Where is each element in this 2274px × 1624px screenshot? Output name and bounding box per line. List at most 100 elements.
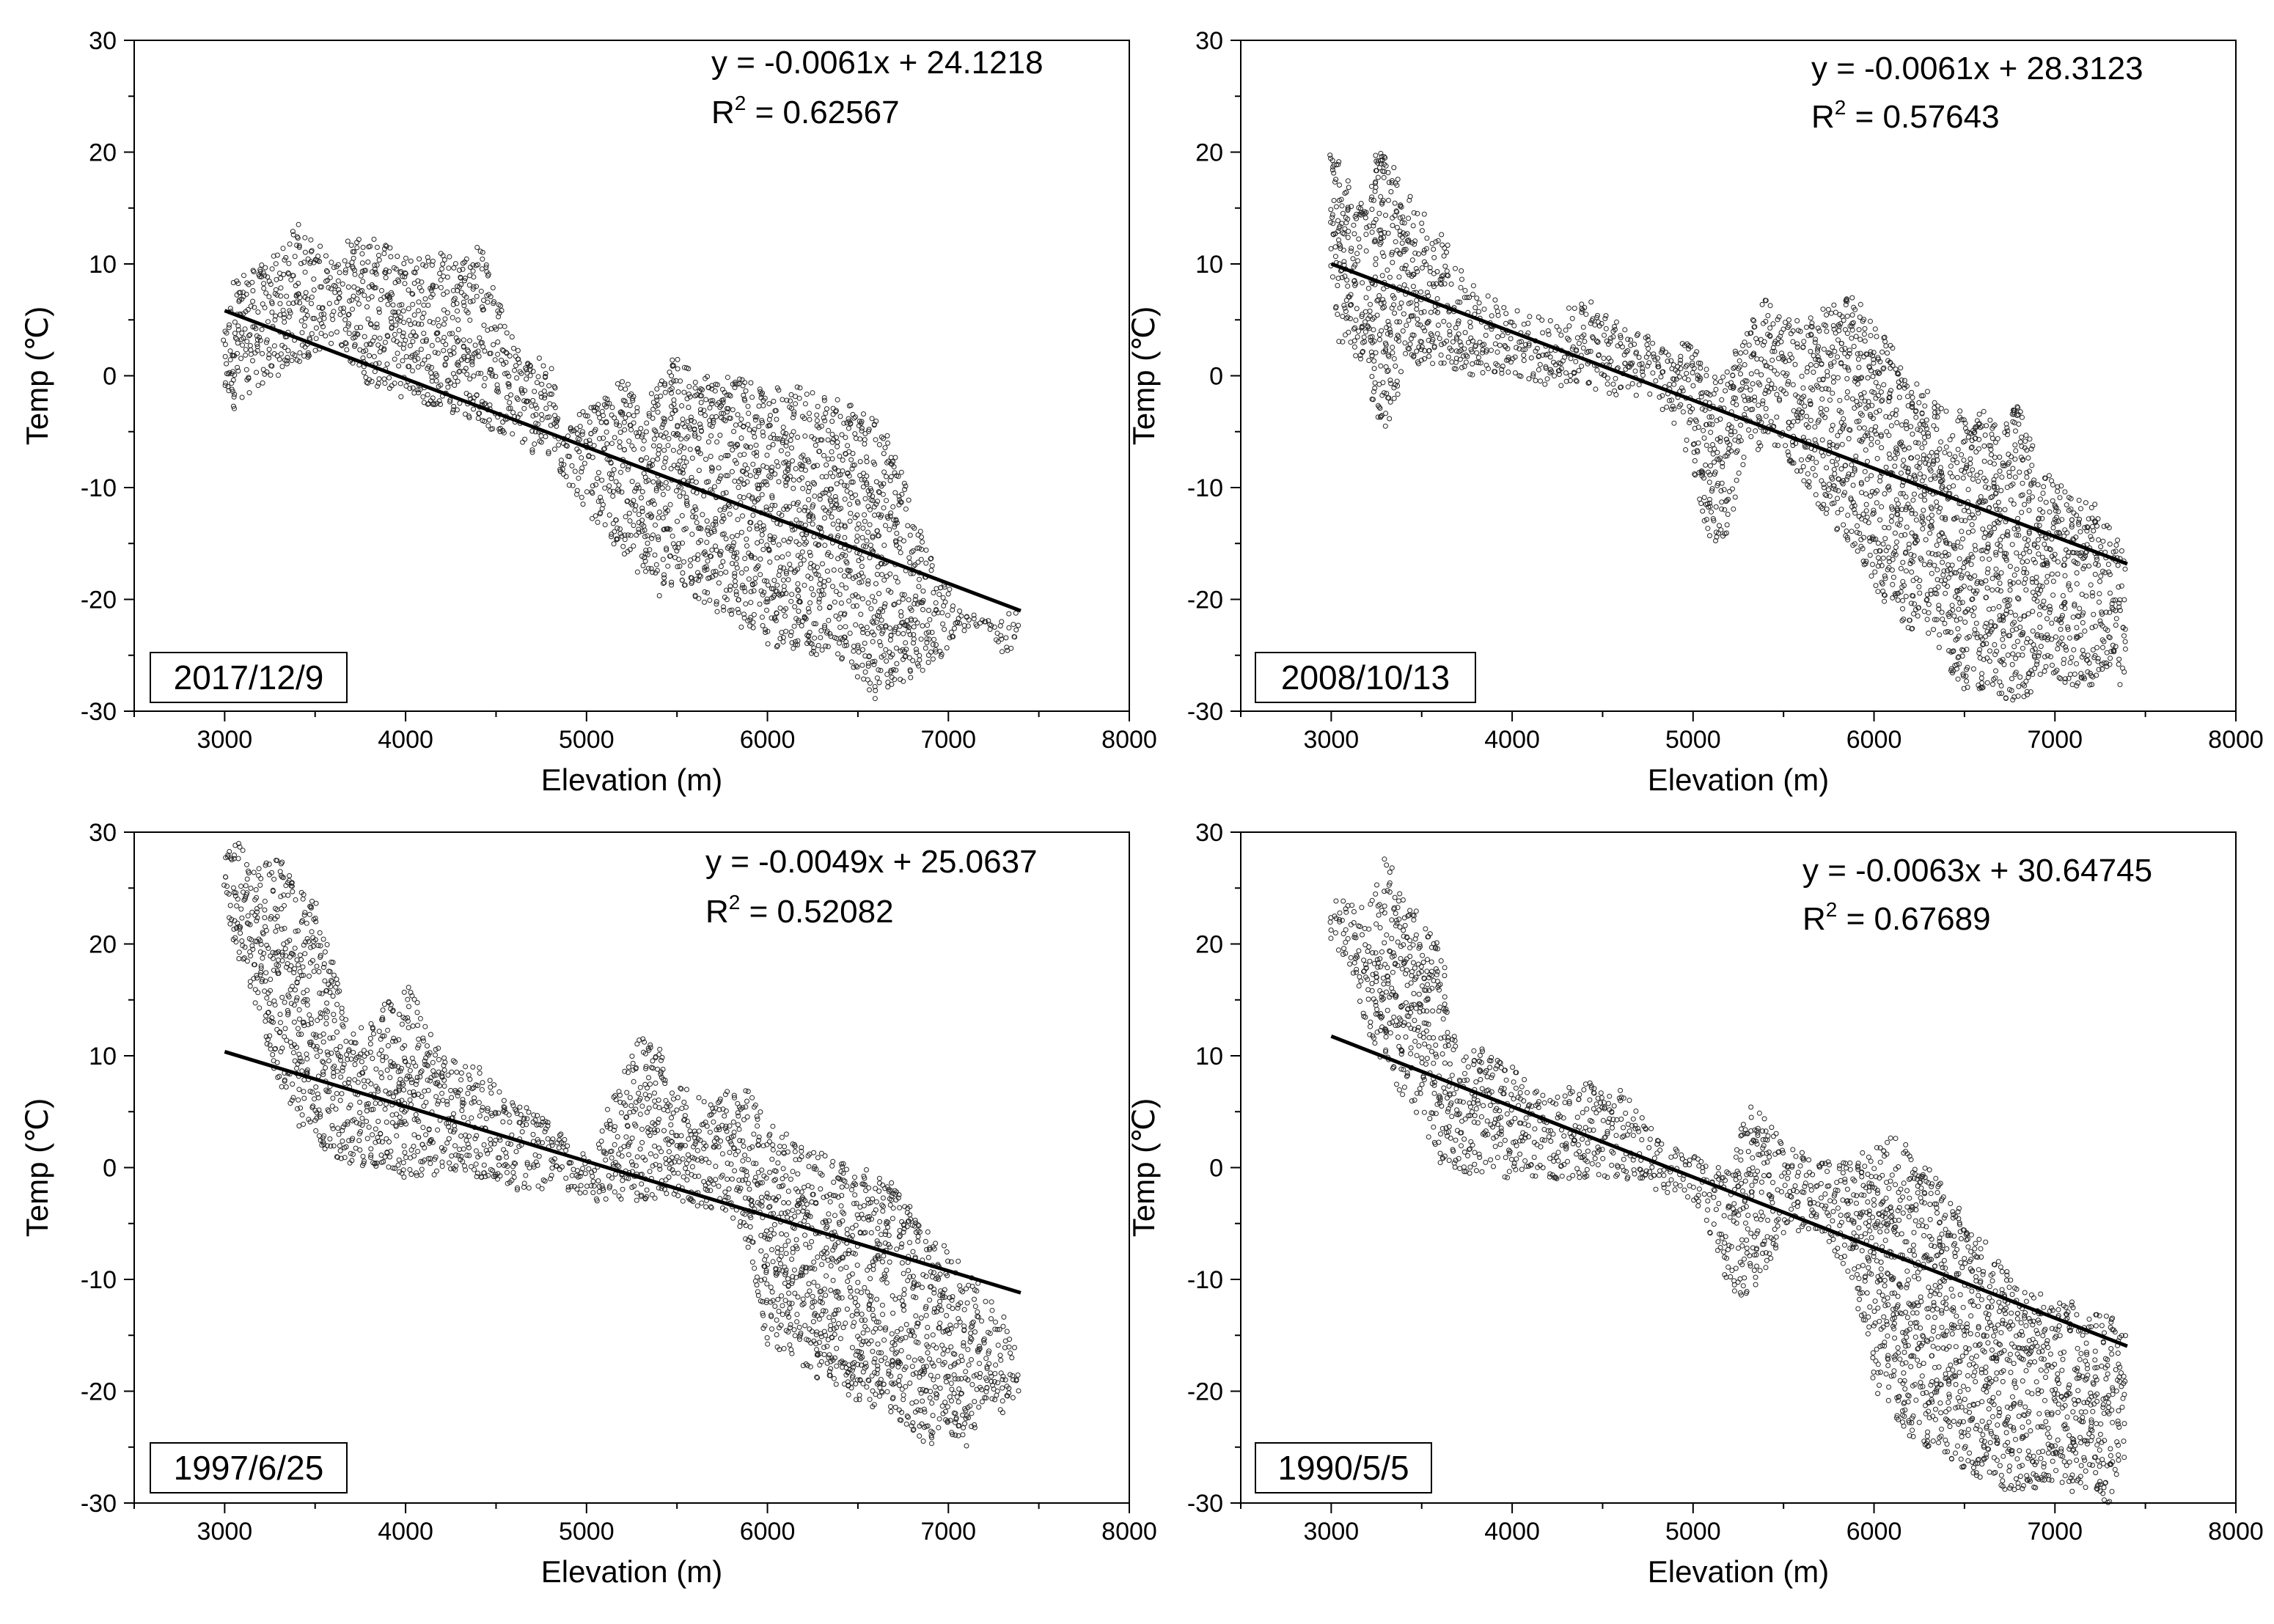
data-point: [503, 359, 509, 365]
data-point: [239, 296, 245, 302]
data-point: [425, 354, 431, 359]
data-point: [285, 348, 291, 353]
data-point: [509, 334, 515, 339]
data-point: [253, 326, 259, 331]
scatter-points: [221, 221, 1022, 702]
data-point: [508, 392, 514, 398]
data-point: [419, 361, 425, 367]
data-point: [447, 348, 452, 354]
data-point: [398, 394, 404, 400]
data-point: [476, 411, 482, 416]
data-point: [376, 257, 382, 263]
data-point: [442, 316, 448, 322]
data-point: [279, 364, 285, 370]
data-point: [337, 295, 342, 301]
data-point: [434, 330, 440, 336]
data-point: [342, 340, 348, 345]
data-point: [286, 314, 292, 320]
data-point: [420, 394, 426, 400]
data-point: [250, 288, 256, 293]
data-point: [329, 260, 334, 265]
data-point: [354, 331, 360, 337]
data-point: [396, 363, 402, 369]
data-point: [392, 280, 398, 285]
data-point: [308, 237, 314, 243]
data-point: [342, 270, 348, 276]
data-point: [475, 416, 481, 421]
data-point: [408, 322, 414, 328]
data-point: [442, 362, 448, 368]
data-point: [455, 339, 461, 345]
data-point: [227, 357, 233, 363]
data-point: [395, 350, 400, 356]
data-point: [400, 334, 406, 339]
data-point: [248, 304, 254, 309]
data-point: [358, 325, 364, 330]
data-point: [384, 361, 390, 367]
data-point: [455, 327, 461, 332]
data-point: [392, 381, 397, 386]
data-point: [403, 270, 408, 276]
data-point: [435, 317, 441, 323]
data-point: [477, 249, 483, 254]
data-point: [336, 295, 342, 301]
data-point: [423, 263, 429, 269]
data-point: [243, 347, 249, 353]
data-point: [260, 270, 266, 276]
data-point: [262, 305, 268, 311]
data-point: [352, 342, 358, 348]
data-point: [433, 284, 439, 290]
data-point: [335, 262, 341, 268]
data-point: [441, 348, 447, 353]
data-point: [410, 339, 416, 345]
data-point: [472, 342, 478, 348]
data-point: [488, 294, 494, 300]
data-point: [462, 278, 467, 284]
data-point: [372, 266, 378, 272]
data-point: [338, 306, 344, 312]
data-point: [495, 339, 501, 345]
data-point: [337, 290, 342, 295]
data-point: [470, 268, 476, 274]
data-point: [269, 309, 275, 315]
data-point: [396, 279, 402, 284]
data-point: [273, 313, 279, 319]
data-point: [522, 388, 528, 394]
data-point: [389, 326, 395, 331]
data-point: [467, 299, 473, 304]
data-point: [481, 323, 487, 328]
data-point: [511, 345, 516, 351]
data-point: [238, 356, 244, 361]
data-point: [458, 282, 464, 287]
data-point: [323, 333, 329, 339]
data-point: [438, 284, 444, 290]
data-point: [514, 375, 520, 381]
data-point: [410, 368, 415, 374]
data-point: [351, 249, 357, 254]
data-point: [243, 352, 249, 358]
data-point: [441, 257, 447, 262]
data-point: [517, 369, 523, 375]
data-point: [259, 326, 265, 332]
data-point: [471, 395, 477, 401]
data-point: [268, 363, 274, 369]
data-point: [375, 381, 381, 386]
data-point: [232, 319, 238, 325]
data-point: [224, 330, 230, 336]
data-point: [346, 312, 352, 317]
data-point: [397, 381, 403, 386]
data-point: [524, 367, 529, 372]
data-point: [432, 350, 438, 356]
data-point: [412, 270, 418, 276]
data-point: [390, 302, 396, 308]
data-point: [284, 293, 290, 299]
data-point: [301, 305, 306, 311]
x-axis-title: Elevation (m): [541, 763, 722, 797]
data-point: [295, 235, 301, 241]
data-point: [477, 335, 483, 341]
data-point: [354, 296, 360, 302]
data-point: [487, 402, 493, 408]
data-point: [304, 296, 310, 302]
data-point: [290, 351, 296, 357]
data-point: [463, 256, 469, 262]
